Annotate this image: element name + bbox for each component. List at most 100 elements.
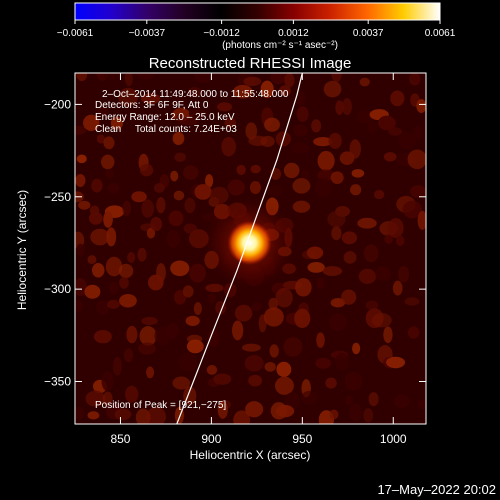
noise-blob: [76, 154, 87, 164]
noise-blob: [384, 234, 394, 244]
x-axis-label: Heliocentric X (arcsec): [190, 448, 311, 462]
noise-blob: [234, 304, 253, 322]
noise-blob: [292, 200, 311, 213]
noise-blob: [185, 315, 200, 326]
y-tick-label: −350: [44, 375, 71, 389]
noise-blob: [398, 265, 410, 283]
noise-blob: [345, 395, 354, 406]
noise-blob: [189, 263, 206, 283]
noise-blob: [172, 131, 185, 146]
noise-blob: [283, 337, 303, 357]
noise-blob: [76, 73, 88, 82]
noise-blob: [327, 210, 346, 228]
noise-blob: [363, 408, 374, 423]
noise-blob: [390, 90, 405, 107]
noise-blob: [174, 152, 186, 162]
noise-blob: [270, 73, 287, 85]
noise-blob: [187, 87, 202, 98]
annotation-time-range: 2–Oct–2014 11:49:48.000 to 11:55:48.000: [102, 89, 289, 100]
noise-blob: [323, 80, 342, 98]
noise-blob: [296, 91, 306, 106]
noise-blob: [311, 119, 322, 133]
noise-blob: [335, 352, 350, 371]
noise-blob: [119, 293, 137, 308]
noise-blob: [351, 168, 365, 178]
annotation-detectors: Detectors: 3F 6F 9F, Att 0: [95, 100, 209, 111]
noise-blob: [75, 125, 87, 135]
noise-blob: [147, 274, 164, 291]
noise-blob: [328, 132, 342, 149]
noise-blob: [105, 168, 114, 179]
noise-blob: [269, 344, 279, 358]
noise-blob: [329, 313, 347, 332]
noise-blob: [188, 109, 208, 119]
noise-blob: [186, 339, 204, 354]
colorbar-tick-label: 0.0061: [425, 28, 456, 39]
annotation-energy: Energy Range: 12.0 – 25.0 keV: [95, 112, 235, 123]
noise-blob: [193, 302, 202, 316]
noise-blob: [412, 126, 424, 140]
noise-blob: [383, 152, 397, 162]
noise-blob: [136, 73, 155, 80]
noise-blob: [248, 374, 263, 387]
noise-blob: [108, 281, 119, 295]
noise-blob: [83, 114, 100, 132]
noise-blob: [275, 287, 293, 308]
noise-blob: [241, 343, 261, 352]
noise-blob: [87, 411, 100, 420]
noise-blob: [182, 285, 194, 298]
noise-blob: [96, 134, 106, 144]
colorbar-label: (photons cm⁻² s⁻¹ asec⁻²): [222, 40, 338, 51]
noise-blob: [341, 289, 357, 305]
noise-blob: [100, 154, 115, 170]
noise-blob: [213, 373, 232, 385]
noise-blob: [188, 229, 209, 249]
noise-blob: [417, 399, 426, 410]
noise-blob: [331, 226, 342, 241]
noise-blob: [307, 261, 325, 273]
y-tick-label: −250: [44, 190, 71, 204]
noise-blob: [146, 366, 155, 379]
noise-blob: [167, 322, 179, 339]
noise-blob: [84, 284, 101, 299]
noise-blob: [417, 210, 426, 230]
noise-blob: [232, 320, 244, 341]
noise-blob: [91, 263, 105, 278]
noise-blob: [184, 197, 196, 214]
noise-blob: [178, 352, 198, 372]
noise-blob: [221, 136, 237, 157]
noise-blob: [110, 116, 124, 130]
noise-blob: [284, 73, 295, 88]
noise-blob: [223, 282, 237, 298]
noise-blob: [107, 299, 120, 309]
noise-blob: [416, 99, 426, 114]
noise-blob: [76, 243, 85, 257]
noise-blob: [93, 329, 112, 344]
noise-blob: [349, 403, 363, 422]
noise-blob: [96, 300, 110, 315]
noise-blob: [206, 365, 218, 375]
noise-blob: [217, 400, 228, 419]
noise-blob: [275, 404, 295, 418]
y-axis-ticks: −200 −250 −300 −350: [44, 97, 426, 389]
noise-blob: [101, 371, 114, 392]
noise-blob: [341, 231, 358, 245]
noise-blob: [170, 260, 190, 277]
noise-blob: [358, 268, 377, 285]
noise-blob: [393, 394, 410, 408]
noise-blob: [207, 293, 217, 304]
noise-blob: [209, 186, 229, 204]
plot-area: [74, 72, 427, 425]
noise-blob: [173, 190, 185, 201]
colorbar-tick-label: −0.0061: [57, 28, 94, 39]
plot-frame: [74, 72, 427, 425]
x-tick-label: 850: [110, 432, 130, 446]
noise-blob: [295, 278, 312, 297]
noise-blob: [205, 174, 214, 188]
noise-blob: [383, 326, 393, 344]
noise-blob: [363, 244, 379, 263]
noise-blob: [316, 277, 326, 289]
noise-blob: [368, 392, 379, 407]
noise-blob: [315, 177, 332, 198]
